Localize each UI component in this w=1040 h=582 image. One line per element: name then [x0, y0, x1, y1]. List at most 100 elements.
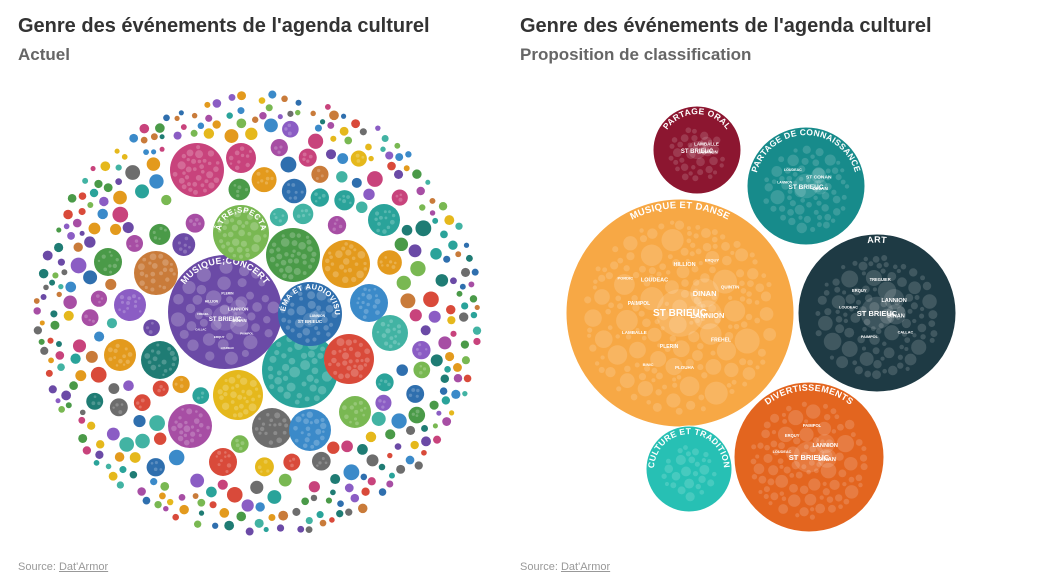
place-bubble — [858, 306, 867, 314]
genre-bubble — [206, 486, 217, 498]
place-bubble — [183, 425, 191, 433]
place-bubble — [317, 352, 324, 359]
genre-bubble — [178, 493, 186, 501]
genre-bubble — [330, 474, 341, 485]
place-bubble — [415, 414, 419, 418]
place-bubble — [386, 263, 390, 267]
place-bubble — [144, 285, 148, 290]
genre-bubble — [311, 165, 329, 183]
genre-bubble — [474, 304, 480, 311]
genre-bubble — [119, 466, 127, 474]
genre-bubble — [109, 398, 128, 417]
place-bubble — [124, 347, 128, 351]
place-bubble — [156, 343, 160, 347]
place-bubble — [186, 157, 190, 162]
place-bubble — [243, 409, 249, 415]
place-bubble — [257, 394, 261, 398]
place-bubble — [882, 368, 887, 374]
place-bubble — [277, 386, 284, 393]
genre-bubble — [450, 330, 457, 337]
place-bubble — [373, 287, 377, 291]
place-bubble — [388, 210, 391, 214]
place-bubble — [808, 478, 821, 491]
place-bubble — [316, 290, 327, 301]
place-bubble — [415, 409, 420, 414]
place-bubble — [671, 471, 681, 481]
place-bubble — [803, 444, 809, 450]
place-bubble — [394, 335, 398, 338]
place-bubble — [333, 370, 338, 375]
genre-bubble — [461, 356, 470, 365]
place-bubble — [810, 507, 815, 512]
place-bubble — [698, 260, 703, 266]
place-bubble — [182, 280, 196, 295]
place-bubble — [829, 355, 835, 360]
place-bubble — [274, 412, 281, 419]
place-bubble — [815, 311, 821, 316]
place-bubble — [681, 466, 691, 477]
place-bubble — [397, 342, 401, 346]
place-bubble — [758, 489, 763, 494]
place-bubble — [236, 374, 241, 379]
place-bubble — [241, 349, 249, 358]
place-bubble — [380, 321, 386, 327]
genre-bubble — [295, 109, 301, 116]
place-bubble — [692, 448, 699, 456]
place-bubble — [786, 405, 792, 412]
place-bubble — [814, 185, 822, 193]
genre-bubble — [149, 174, 164, 189]
place-bubble — [361, 155, 365, 159]
place-bubble — [338, 224, 343, 229]
place-bubble — [366, 302, 370, 307]
place-bubble — [699, 464, 710, 475]
place-bubble — [290, 463, 294, 468]
place-bubble — [284, 127, 288, 131]
place-bubble — [612, 246, 619, 253]
source-link[interactable]: Dat'Armor — [58, 561, 109, 573]
place-bubble — [318, 196, 322, 200]
genre-bubble — [439, 387, 448, 395]
genre-bubble — [33, 298, 40, 304]
place-bubble — [668, 315, 687, 334]
genre-bubble — [463, 242, 470, 248]
place-bubble — [200, 183, 205, 188]
place-bubble — [153, 236, 158, 240]
place-bubble — [300, 360, 311, 371]
place-bubble — [198, 222, 202, 226]
genre-bubble — [89, 188, 99, 198]
place-bubble — [607, 325, 613, 330]
place-bubble — [248, 150, 252, 154]
place-bubble — [797, 165, 806, 173]
place-bubble — [616, 386, 622, 392]
place-bubble — [770, 205, 777, 212]
place-label: LOUDEAC — [839, 305, 858, 309]
place-bubble — [728, 324, 733, 329]
place-bubble — [815, 503, 826, 514]
place-bubble — [799, 507, 809, 517]
genre-bubble — [325, 497, 333, 504]
place-bubble — [850, 312, 861, 323]
place-label: ERQUY — [852, 288, 867, 293]
place-bubble — [283, 297, 290, 304]
place-bubble — [739, 358, 747, 366]
place-bubble — [349, 405, 354, 410]
place-label: LOUDEAC — [773, 450, 792, 454]
place-bubble — [817, 214, 823, 221]
source-link[interactable]: Dat'Armor — [560, 561, 611, 573]
place-bubble — [310, 444, 315, 449]
place-bubble — [228, 155, 234, 161]
place-bubble — [685, 358, 694, 368]
place-bubble — [901, 318, 912, 329]
place-bubble — [291, 240, 298, 246]
place-bubble — [858, 482, 863, 488]
place-bubble — [350, 368, 359, 377]
place-bubble — [770, 440, 778, 448]
place-bubble — [191, 158, 197, 164]
place-bubble — [750, 458, 757, 465]
place-bubble — [793, 437, 801, 445]
place-bubble — [396, 324, 402, 329]
place-bubble — [179, 384, 184, 388]
place-bubble — [231, 311, 248, 327]
place-bubble — [230, 400, 235, 404]
place-bubble — [685, 258, 690, 264]
